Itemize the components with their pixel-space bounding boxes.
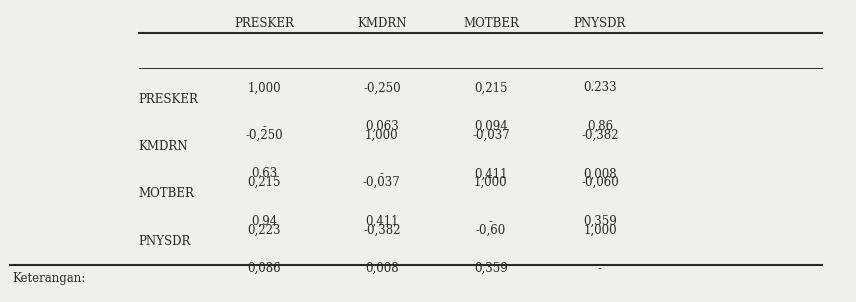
Text: 0,411: 0,411: [474, 167, 508, 180]
Text: KMDRN: KMDRN: [139, 140, 188, 153]
Text: PNYSDR: PNYSDR: [574, 17, 626, 30]
Text: PRESKER: PRESKER: [139, 93, 199, 106]
Text: MOTBER: MOTBER: [463, 17, 519, 30]
Text: -0,250: -0,250: [246, 129, 283, 142]
Text: 1,000: 1,000: [247, 82, 282, 95]
Text: -0,382: -0,382: [581, 129, 619, 142]
Text: 0,94: 0,94: [252, 215, 277, 228]
Text: -0,60: -0,60: [476, 223, 506, 236]
Text: 0,094: 0,094: [474, 120, 508, 133]
Text: 0,063: 0,063: [365, 120, 399, 133]
Text: -: -: [263, 120, 266, 133]
Text: 1,000: 1,000: [583, 223, 617, 236]
Text: 1,000: 1,000: [365, 129, 399, 142]
Text: 0,86: 0,86: [587, 120, 613, 133]
Text: 0,215: 0,215: [247, 176, 281, 189]
Text: -: -: [380, 167, 383, 180]
Text: Keterangan:: Keterangan:: [13, 272, 86, 285]
Text: -: -: [598, 262, 602, 275]
Text: KMDRN: KMDRN: [357, 17, 407, 30]
Text: 0,359: 0,359: [474, 262, 508, 275]
Text: 0,223: 0,223: [247, 223, 281, 236]
Text: 0,411: 0,411: [366, 215, 399, 228]
Text: 0.63: 0.63: [252, 167, 277, 180]
Text: -0,060: -0,060: [581, 176, 619, 189]
Text: -0,250: -0,250: [363, 82, 401, 95]
Text: 0,008: 0,008: [365, 262, 399, 275]
Text: 0,215: 0,215: [474, 82, 508, 95]
Text: PRESKER: PRESKER: [235, 17, 294, 30]
Text: -: -: [489, 215, 493, 228]
Text: 0.233: 0.233: [583, 82, 617, 95]
Text: 0,359: 0,359: [583, 215, 617, 228]
Text: -0,037: -0,037: [472, 129, 510, 142]
Text: -0,382: -0,382: [363, 223, 401, 236]
Text: 0,086: 0,086: [247, 262, 282, 275]
Text: -0,037: -0,037: [363, 176, 401, 189]
Text: PNYSDR: PNYSDR: [139, 235, 191, 248]
Text: MOTBER: MOTBER: [139, 188, 194, 201]
Text: 0,008: 0,008: [583, 167, 617, 180]
Text: 1,000: 1,000: [474, 176, 508, 189]
